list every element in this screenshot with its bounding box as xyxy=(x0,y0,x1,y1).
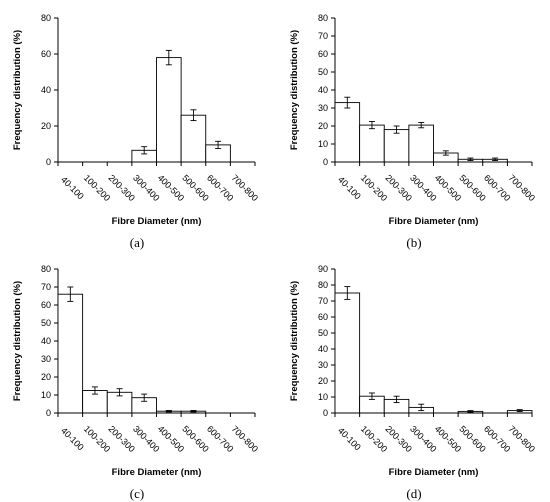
p0-y-tick-label: 80 xyxy=(41,13,51,23)
chart-panel-b: 0102030405060708040-100100-200200-300300… xyxy=(289,13,537,250)
p3-y-tick-label: 10 xyxy=(318,392,328,402)
p3-error-bar-100-200 xyxy=(368,392,375,400)
p3-panel-caption: (d) xyxy=(406,486,421,501)
p3-y-tick-label: 90 xyxy=(318,264,328,274)
p0-y-tick-label: 60 xyxy=(41,49,51,59)
p2-y-tick-label: 20 xyxy=(41,372,51,382)
p3-y-tick-label: 70 xyxy=(318,296,328,306)
p1-y-tick-label: 10 xyxy=(318,139,328,149)
p0-error-bar-400-500 xyxy=(165,49,172,66)
p0-y-tick-label: 40 xyxy=(41,85,51,95)
p1-error-bar-400-500 xyxy=(442,150,449,156)
p1-bar-40-100 xyxy=(334,102,361,163)
chart-panel-c: 0102030405060708040-100100-200200-300300… xyxy=(12,264,260,501)
p0-x-axis-title: Fibre Diameter (nm) xyxy=(112,216,202,227)
p1-error-bar-200-300 xyxy=(393,125,400,134)
p3-y-axis-title: Frequency distribution (%) xyxy=(289,281,300,401)
p3-y-tick-label: 30 xyxy=(318,360,328,370)
p1-error-bar-600-700 xyxy=(492,157,499,162)
p2-error-bar-300-400 xyxy=(141,393,148,402)
p1-error-bar-100-200 xyxy=(368,121,375,130)
p2-y-tick-label: 10 xyxy=(41,390,51,400)
p2-error-bar-500-600 xyxy=(190,410,197,413)
p0-y-axis-title: Frequency distribution (%) xyxy=(12,30,23,150)
p1-y-tick-label: 60 xyxy=(318,49,328,59)
p1-y-tick-label: 0 xyxy=(323,157,328,167)
p2-y-tick-label: 70 xyxy=(41,282,51,292)
p2-y-tick-label: 80 xyxy=(41,264,51,274)
p1-bar-200-300 xyxy=(383,129,410,163)
p2-panel-caption: (c) xyxy=(130,486,144,501)
p1-x-axis-title: Fibre Diameter (nm) xyxy=(389,216,479,227)
p1-y-tick-label: 80 xyxy=(318,13,328,23)
p2-y-tick-label: 0 xyxy=(46,408,51,418)
p3-error-bar-300-400 xyxy=(418,403,425,412)
p3-y-tick-label: 50 xyxy=(318,328,328,338)
p3-y-tick-label: 40 xyxy=(318,344,328,354)
p2-error-bar-200-300 xyxy=(116,388,123,397)
p1-panel-caption: (b) xyxy=(406,235,421,250)
p0-error-bar-600-700 xyxy=(215,140,222,149)
p1-y-tick-label: 40 xyxy=(318,85,328,95)
p0-x-tick-label: 700-800 xyxy=(230,173,260,203)
p1-y-tick-label: 50 xyxy=(318,67,328,77)
p2-y-tick-label: 40 xyxy=(41,336,51,346)
p2-error-bar-100-200 xyxy=(91,386,98,395)
p3-bar-40-100 xyxy=(334,292,361,414)
p2-bar-40-100 xyxy=(57,293,84,414)
p0-y-tick-label: 20 xyxy=(41,121,51,131)
p3-error-bar-500-600 xyxy=(467,410,474,413)
p2-y-axis-title: Frequency distribution (%) xyxy=(12,281,23,401)
p3-y-tick-label: 0 xyxy=(323,408,328,418)
p2-y-tick-label: 30 xyxy=(41,354,51,364)
p2-x-axis-title: Fibre Diameter (nm) xyxy=(112,467,202,478)
p3-y-tick-label: 60 xyxy=(318,312,328,322)
p1-error-bar-300-400 xyxy=(418,121,425,129)
p0-bar-400-500 xyxy=(156,57,182,163)
p1-error-bar-500-600 xyxy=(467,157,474,162)
chart-panel-d: 010203040506070809040-100100-200200-3003… xyxy=(289,264,537,501)
p3-error-bar-200-300 xyxy=(393,395,400,404)
p1-y-tick-label: 20 xyxy=(318,121,328,131)
p2-error-bar-400-500 xyxy=(165,410,172,413)
p1-y-axis-title: Frequency distribution (%) xyxy=(289,30,300,150)
p3-x-tick-label: 700-800 xyxy=(507,424,537,454)
chart-panel-a: 02040608040-100100-200200-300300-400400-… xyxy=(12,13,260,250)
p2-error-bar-40-100 xyxy=(67,286,74,302)
p2-x-tick-label: 700-800 xyxy=(230,424,260,454)
p2-y-tick-label: 60 xyxy=(41,300,51,310)
p3-y-tick-label: 80 xyxy=(318,280,328,290)
p0-bar-500-600 xyxy=(180,114,207,163)
p0-y-tick-label: 0 xyxy=(46,157,51,167)
p0-panel-caption: (a) xyxy=(130,235,144,250)
p3-error-bar-700-800 xyxy=(516,409,523,413)
p1-x-tick-label: 700-800 xyxy=(507,173,537,203)
p1-y-tick-label: 30 xyxy=(318,103,328,113)
p0-error-bar-300-400 xyxy=(141,146,148,155)
p1-bar-300-400 xyxy=(408,124,434,163)
p2-y-tick-label: 50 xyxy=(41,318,51,328)
p3-error-bar-40-100 xyxy=(344,286,351,300)
p1-y-tick-label: 70 xyxy=(318,31,328,41)
p1-error-bar-40-100 xyxy=(344,96,351,109)
p1-bar-100-200 xyxy=(359,124,385,163)
p3-x-axis-title: Fibre Diameter (nm) xyxy=(389,467,479,478)
p0-error-bar-500-600 xyxy=(190,109,197,122)
p3-y-tick-label: 20 xyxy=(318,376,328,386)
